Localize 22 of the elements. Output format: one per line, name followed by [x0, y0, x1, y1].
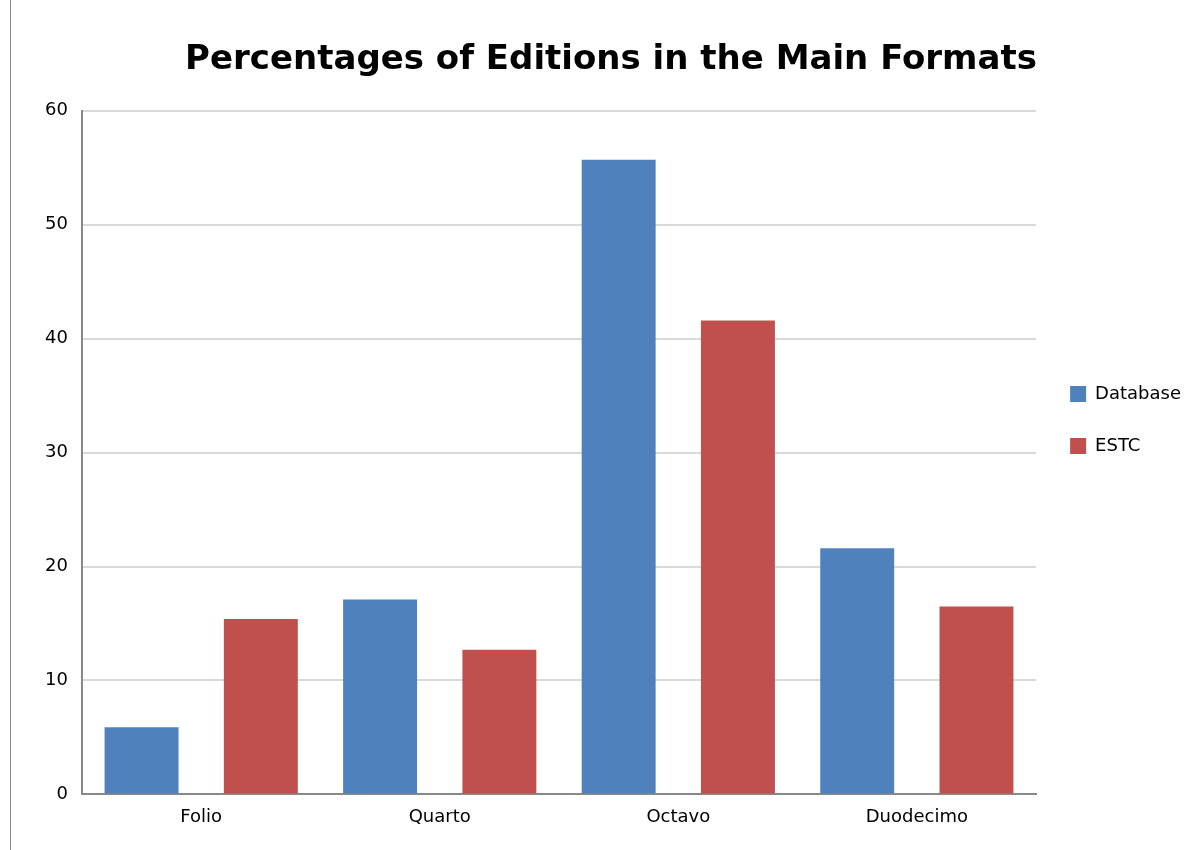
legend-label: ESTC [1095, 433, 1141, 455]
x-tick-label: Quarto [408, 804, 471, 826]
x-tick-label: Duodecimo [865, 804, 968, 826]
x-tick-label: Folio [180, 804, 223, 826]
chart-title: Percentages of Editions in the Main Formats [185, 37, 1037, 78]
legend-label: Database [1095, 381, 1181, 403]
y-tick-label: 50 [45, 212, 68, 234]
bar [104, 727, 179, 794]
bar [223, 618, 298, 794]
y-tick-label: 30 [45, 440, 68, 462]
y-tick-label: 10 [45, 668, 68, 690]
y-tick-label: 60 [45, 98, 68, 120]
bar [700, 320, 775, 794]
bar [820, 548, 895, 794]
bar [343, 599, 418, 794]
y-tick-label: 40 [45, 326, 68, 348]
bar [581, 159, 656, 794]
y-tick-label: 0 [56, 782, 68, 804]
x-tick-label: Octavo [646, 804, 711, 826]
bar [462, 649, 537, 794]
y-tick-label: 20 [45, 554, 68, 576]
bar [939, 606, 1014, 794]
